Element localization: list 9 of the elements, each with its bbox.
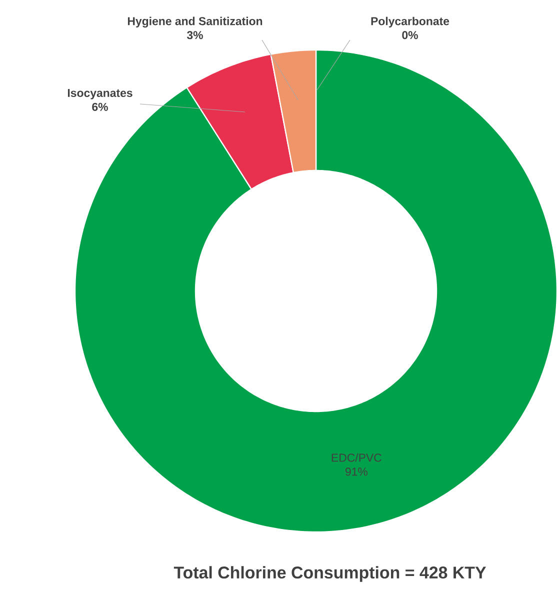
data-label: 3% — [187, 31, 204, 40]
slice-label: Hygiene and Sanitization — [128, 16, 262, 28]
data-label: 91% — [346, 468, 368, 476]
data-label: 6% — [92, 102, 108, 111]
text: 0% — [402, 31, 418, 40]
slice-label: EDC/PVC — [332, 453, 382, 462]
slice-label: Isocyanates — [68, 89, 133, 100]
text: Total Chlorine Consumption = 428 KTY — [174, 566, 486, 582]
category-label: Polycarbonate — [371, 16, 450, 28]
